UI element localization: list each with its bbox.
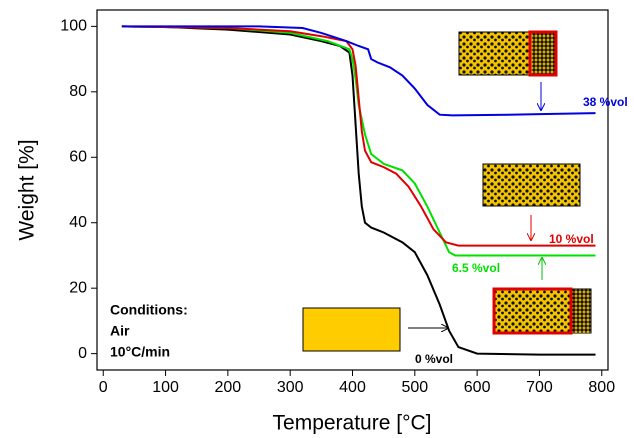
x-tick-label: 0 (99, 379, 108, 396)
y-tick-label: 80 (69, 83, 87, 100)
series-label: 38 %vol (583, 95, 628, 109)
x-tick-label: 300 (277, 379, 304, 396)
plot-frame (96, 9, 609, 371)
series-line (121, 25, 596, 247)
x-axis-title: Temperature [°C] (273, 412, 432, 435)
y-axis-title: Weight [%] (16, 139, 39, 240)
x-tick-label: 200 (215, 379, 242, 396)
x-tick-label: 800 (588, 379, 615, 396)
x-tick-label: 100 (152, 379, 179, 396)
insets (302, 30, 592, 352)
annotation: 10°C/min (110, 344, 170, 360)
annotation: Conditions: (110, 302, 188, 318)
series-line (121, 25, 596, 356)
series-label: 6.5 %vol (452, 261, 500, 275)
y-tick-label: 60 (69, 148, 87, 165)
x-tick-label: 400 (339, 379, 366, 396)
series-line (121, 25, 596, 257)
y-tick-label: 0 (78, 345, 87, 362)
series-label: 10 %vol (549, 232, 594, 246)
x-tick-label: 700 (526, 379, 553, 396)
y-tick-label: 100 (60, 18, 87, 35)
x-tick-label: 500 (401, 379, 428, 396)
annotation: Air (110, 323, 130, 339)
y-tick-label: 20 (69, 279, 87, 296)
series-line (121, 25, 596, 117)
y-tick-label: 40 (69, 214, 87, 231)
x-tick-label: 600 (464, 379, 491, 396)
series-label: 0 %vol (415, 352, 453, 366)
